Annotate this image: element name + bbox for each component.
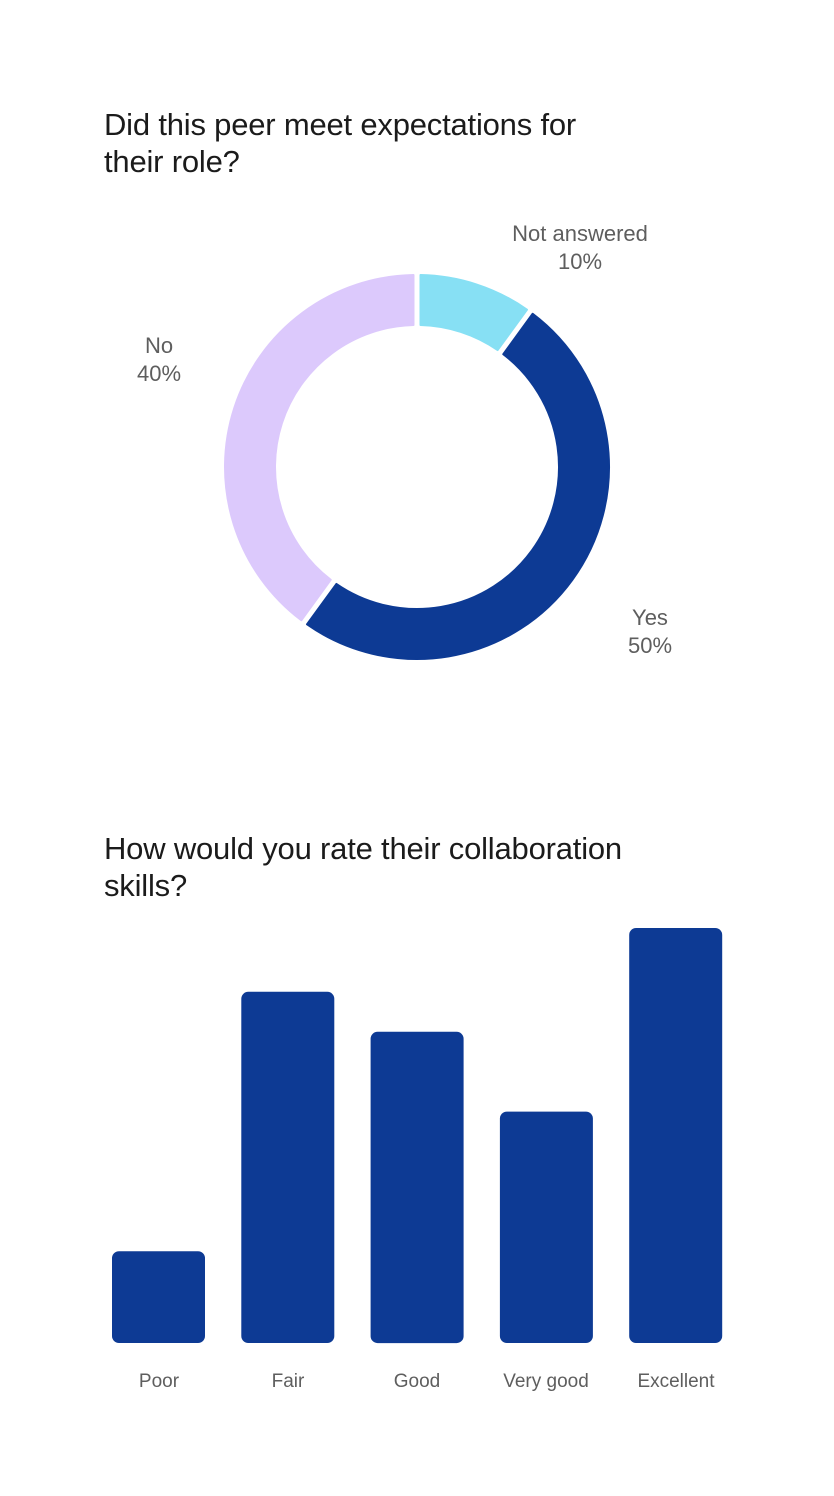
bar-label-poor: Poor [138,1371,180,1392]
bar-label-very-good: Very good [503,1371,589,1392]
slice-label-yes-percent: 50% [627,633,673,658]
slice-label-not-answered-name: Not answered [512,221,648,246]
bar-excellent [629,928,723,1343]
bar-good [370,1031,464,1344]
slice-label-no-name: No [144,333,174,358]
slice-label-not-answered-percent: 10% [557,249,603,274]
slice-label-no-percent: 40% [136,361,182,386]
bar-label-excellent: Excellent [637,1371,715,1392]
donut-chart [224,274,610,660]
bar-chart-title: How would you rate their collaboration s… [104,831,622,903]
slice-label-not-answered: Not answered 10% [490,220,670,276]
slice-label-yes: Yes 50% [600,604,700,660]
bar-very-good [499,1111,593,1343]
donut-chart-title: Did this peer meet expectations for thei… [104,107,577,179]
donut-slice-no [224,274,415,622]
bar-poor [112,1251,205,1343]
slice-label-yes-name: Yes [632,605,668,630]
bar-label-fair: Fair [271,1371,305,1392]
bar-label-good: Good [393,1371,441,1392]
bar-fair [241,991,335,1343]
donut-slice-yes [305,312,610,660]
donut-slice-not-answered [419,274,529,352]
slice-label-no: No 40% [109,332,209,388]
bar-chart [112,928,723,1344]
